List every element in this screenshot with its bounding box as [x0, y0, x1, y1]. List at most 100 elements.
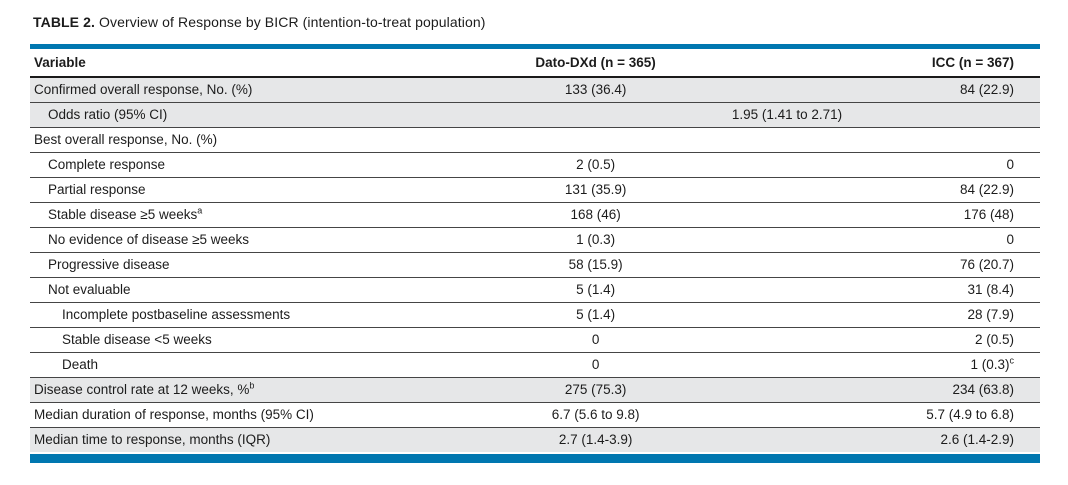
row-label-text: Complete response [48, 157, 166, 172]
table-row: Partial response 131 (35.9) 84 (22.9) [30, 177, 1040, 203]
row-label-text: Median duration of response, months (95%… [34, 407, 314, 422]
dato-dxd-value: 275 (75.3) [434, 377, 758, 403]
dato-dxd-value: 2 (0.5) [434, 152, 758, 178]
dato-dxd-value: 131 (35.9) [434, 177, 758, 203]
row-label-text: Best overall response, No. (%) [34, 132, 218, 147]
header-row: Variable Dato-DXd (n = 365) ICC (n = 367… [30, 49, 1040, 78]
icc-value-text: 176 (48) [963, 207, 1014, 222]
dato-dxd-value: 0 [434, 327, 758, 353]
row-label: Complete response [30, 152, 434, 178]
table-row: Death 0 1 (0.3)c [30, 352, 1040, 378]
row-label-text: Partial response [48, 182, 146, 197]
row-label: Death [30, 352, 434, 378]
icc-value-text: 84 (22.9) [959, 182, 1014, 197]
dato-dxd-value: 2.7 (1.4-3.9) [434, 427, 758, 452]
icc-value: 28 (7.9) [757, 302, 1040, 328]
icc-value: 5.7 (4.9 to 6.8) [757, 402, 1040, 428]
icc-value-text: 76 (20.7) [959, 257, 1014, 272]
table-row: Median time to response, months (IQR) 2.7… [30, 427, 1040, 452]
footnote-marker: b [249, 380, 255, 391]
icc-value: 84 (22.9) [757, 77, 1040, 103]
dato-dxd-value: 133 (36.4) [434, 77, 758, 103]
response-table-container: Variable Dato-DXd (n = 365) ICC (n = 367… [30, 44, 1040, 463]
icc-value-text: 0 [1006, 157, 1014, 172]
table-header: Variable Dato-DXd (n = 365) ICC (n = 367… [30, 49, 1040, 78]
icc-value-text: 31 (8.4) [967, 282, 1014, 297]
row-label: Confirmed overall response, No. (%) [30, 77, 434, 103]
table-body: Confirmed overall response, No. (%) 133 (… [30, 77, 1040, 452]
dato-dxd-value: 0 [434, 352, 758, 378]
dato-dxd-value: 5 (1.4) [434, 277, 758, 303]
dato-dxd-value: 6.7 (5.6 to 9.8) [434, 402, 758, 428]
row-label: Stable disease <5 weeks [30, 327, 434, 353]
row-label-text: Odds ratio (95% CI) [48, 107, 168, 122]
row-label-text: Stable disease ≥5 weeks [48, 207, 198, 222]
table-row: Disease control rate at 12 weeks, %b 275 … [30, 377, 1040, 403]
footnote-marker: a [197, 205, 203, 216]
row-label-text: Not evaluable [48, 282, 131, 297]
icc-value: 2.6 (1.4-2.9) [757, 427, 1040, 452]
dato-dxd-value: 168 (46) [434, 202, 758, 228]
row-label-text: Progressive disease [48, 257, 170, 272]
row-label-text: Incomplete postbaseline assessments [62, 307, 291, 322]
row-label: Odds ratio (95% CI) [30, 102, 434, 128]
row-label: Disease control rate at 12 weeks, %b [30, 377, 434, 403]
icc-value-text: 28 (7.9) [967, 307, 1014, 322]
table-row: Not evaluable 5 (1.4) 31 (8.4) [30, 277, 1040, 303]
row-label: Progressive disease [30, 252, 434, 278]
icc-value: 1 (0.3)c [757, 352, 1040, 378]
table-number: TABLE 2. [33, 14, 95, 30]
icc-value-text: 234 (63.8) [952, 382, 1014, 397]
row-label-text: Confirmed overall response, No. (%) [34, 82, 253, 98]
row-label: Median duration of response, months (95%… [30, 402, 434, 428]
dato-dxd-value: 58 (15.9) [434, 252, 758, 278]
table-caption: Overview of Response by BICR (intention-… [99, 14, 486, 30]
icc-value-text: 2 (0.5) [974, 332, 1014, 347]
column-header-dato-dxd: Dato-DXd (n = 365) [434, 49, 758, 78]
table-row: Median duration of response, months (95%… [30, 402, 1040, 428]
icc-value: 76 (20.7) [757, 252, 1040, 278]
icc-value [757, 127, 1040, 153]
icc-value: 84 (22.9) [757, 177, 1040, 203]
row-label-text: No evidence of disease ≥5 weeks [48, 232, 250, 247]
icc-value-text: 84 (22.9) [959, 82, 1014, 98]
table-title: TABLE 2. Overview of Response by BICR (i… [0, 0, 1068, 30]
row-label: Incomplete postbaseline assessments [30, 302, 434, 328]
column-header-icc: ICC (n = 367) [757, 49, 1040, 78]
column-header-variable: Variable [30, 49, 434, 78]
response-table: Variable Dato-DXd (n = 365) ICC (n = 367… [30, 49, 1040, 452]
dato-dxd-value: 1 (0.3) [434, 227, 758, 253]
row-label: Best overall response, No. (%) [30, 127, 434, 153]
dato-dxd-value [434, 127, 758, 153]
accent-bar-top [30, 44, 1040, 49]
row-label: Stable disease ≥5 weeksa [30, 202, 434, 228]
icc-value: 31 (8.4) [757, 277, 1040, 303]
row-label: No evidence of disease ≥5 weeks [30, 227, 434, 253]
row-label: Median time to response, months (IQR) [30, 427, 434, 452]
dato-dxd-value: 5 (1.4) [434, 302, 758, 328]
row-label-text: Death [62, 357, 99, 372]
icc-value: 0 [757, 227, 1040, 253]
icc-value: 176 (48) [757, 202, 1040, 228]
icc-value-text: 0 [1006, 232, 1014, 247]
spanned-value: 1.95 (1.41 to 2.71) [434, 102, 1040, 128]
table-row: Incomplete postbaseline assessments 5 (1.… [30, 302, 1040, 328]
icc-value-text: 5.7 (4.9 to 6.8) [926, 407, 1014, 422]
icc-value: 234 (63.8) [757, 377, 1040, 403]
table-row: Odds ratio (95% CI) 1.95 (1.41 to 2.71) [30, 102, 1040, 128]
row-label: Not evaluable [30, 277, 434, 303]
table-row: Progressive disease 58 (15.9) 76 (20.7) [30, 252, 1040, 278]
icc-value-text: 1 (0.3) [970, 357, 1010, 372]
row-label-text: Disease control rate at 12 weeks, % [34, 382, 250, 397]
table-row: Stable disease ≥5 weeksa 168 (46) 176 (48) [30, 202, 1040, 228]
row-label-text: Median time to response, months (IQR) [34, 432, 271, 448]
row-label-text: Stable disease <5 weeks [62, 332, 212, 347]
icc-value-text: 2.6 (1.4-2.9) [940, 432, 1014, 448]
footnote-marker: c [1009, 355, 1015, 366]
icc-value: 2 (0.5) [757, 327, 1040, 353]
icc-value: 0 [757, 152, 1040, 178]
row-label: Partial response [30, 177, 434, 203]
table-row: Best overall response, No. (%) [30, 127, 1040, 153]
accent-bar-bottom [30, 454, 1040, 463]
